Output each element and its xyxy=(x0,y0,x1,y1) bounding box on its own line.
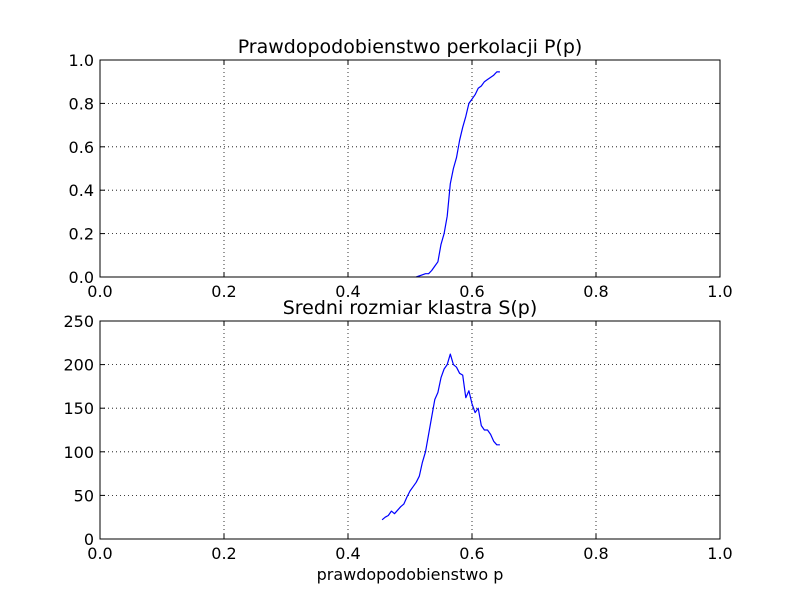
chart-title: Sredni rozmiar klastra S(p) xyxy=(283,297,538,319)
plot-frame xyxy=(99,59,721,278)
x-tick-label: 1.0 xyxy=(707,282,732,301)
x-tick-label: 1.0 xyxy=(707,544,732,563)
x-tick-label: 0.2 xyxy=(211,544,236,563)
ticks: 0.0 0.2 0.4 0.6 0.8 1.0 0 50 100 150 200 250 xyxy=(63,312,732,563)
y-tick-label: 0.4 xyxy=(69,181,94,200)
y-tick-label: 0 xyxy=(84,530,94,549)
y-tick-label: 0.6 xyxy=(69,138,94,157)
x-tick-label: 0.6 xyxy=(459,544,484,563)
y-tick-label: 0.2 xyxy=(69,225,94,244)
x-tick-label: 0.8 xyxy=(583,544,608,563)
y-tick-label: 50 xyxy=(74,486,94,505)
x-tick-label: 0.0 xyxy=(87,282,112,301)
panel-mean-cluster-size: Sredni rozmiar klastra S(p) 0.0 0.2 0.4 0.6… xyxy=(63,297,732,584)
x-tick-label: 0.2 xyxy=(211,282,236,301)
x-tick-label: 0.8 xyxy=(583,282,608,301)
series-line xyxy=(381,353,500,521)
y-tick-label: 100 xyxy=(63,443,94,462)
y-tick-label: 1.0 xyxy=(69,51,94,70)
grid-lines xyxy=(100,321,720,539)
y-tick-label: 0.8 xyxy=(69,94,94,113)
chart-title: Prawdopodobienstwo perkolacji P(p) xyxy=(238,36,583,58)
ticks: 0.0 0.2 0.4 0.6 0.8 1.0 0.0 0.2 0.4 0.6 0.8 1.0 xyxy=(69,51,733,301)
x-tick-label: 0.4 xyxy=(335,544,360,563)
x-axis-label: prawdopodobienstwo p xyxy=(317,565,504,584)
series-line xyxy=(415,71,500,278)
x-tick-label: 0.6 xyxy=(459,282,484,301)
y-tick-label: 250 xyxy=(63,312,94,331)
grid-lines xyxy=(100,60,720,277)
y-tick-label: 150 xyxy=(63,399,94,418)
panel-percolation-probability: Prawdopodobienstwo perkolacji P(p) 0.0 0.… xyxy=(69,36,733,301)
y-tick-label: 200 xyxy=(63,356,94,375)
x-tick-label: 0.4 xyxy=(335,282,360,301)
plot-frame xyxy=(99,320,721,540)
y-tick-label: 0.0 xyxy=(69,268,94,287)
x-tick-label: 0.0 xyxy=(87,544,112,563)
